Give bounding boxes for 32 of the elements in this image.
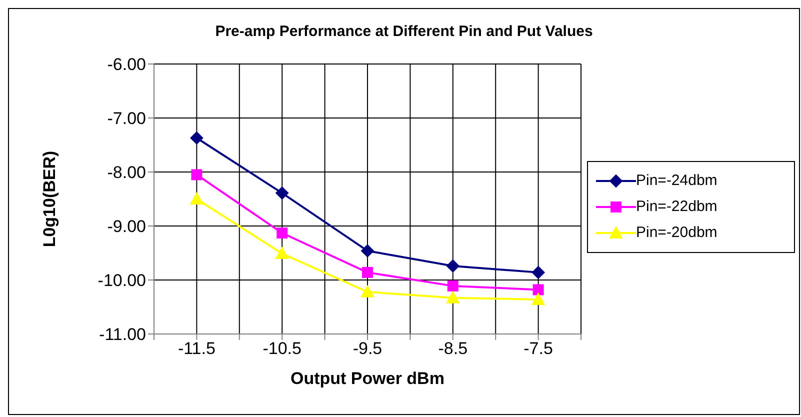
point bbox=[361, 244, 374, 258]
point bbox=[532, 284, 544, 296]
x-tick-label: -11.5 bbox=[178, 339, 216, 358]
y-tick-label: -11.00 bbox=[99, 325, 146, 344]
point bbox=[276, 228, 288, 239]
point bbox=[447, 280, 458, 292]
point bbox=[276, 247, 289, 260]
x-tick-label: -10.5 bbox=[262, 339, 302, 358]
point bbox=[190, 192, 204, 204]
x-tick-label: -9.5 bbox=[352, 339, 382, 358]
legend-label: Pin=-20dbm bbox=[636, 224, 718, 241]
point bbox=[532, 266, 545, 279]
y-tick-label: -7.00 bbox=[107, 109, 146, 128]
y-tick-label: -6.00 bbox=[107, 55, 146, 74]
legend-label: Pin=-24dbm bbox=[636, 172, 718, 189]
x-tick-label: -7.5 bbox=[524, 339, 553, 358]
x-tick-label: -8.5 bbox=[438, 339, 468, 358]
point bbox=[362, 266, 373, 278]
y-axis-title: L0g10(BER) bbox=[40, 150, 60, 248]
y-tick-label: -9.00 bbox=[107, 217, 146, 236]
y-tick-label: -8.00 bbox=[107, 163, 146, 182]
point bbox=[276, 186, 289, 200]
point bbox=[361, 285, 374, 298]
point bbox=[190, 131, 204, 144]
point bbox=[532, 292, 545, 305]
legend-label: Pin=-22dbm bbox=[636, 198, 718, 215]
x-axis-title: Output Power dBm bbox=[290, 369, 444, 388]
y-tick-label: -10.00 bbox=[98, 271, 146, 290]
point bbox=[191, 169, 202, 180]
chart-title: Pre-amp Performance at Different Pin and Put Values bbox=[214, 23, 594, 40]
point bbox=[446, 259, 460, 272]
point bbox=[446, 291, 460, 304]
